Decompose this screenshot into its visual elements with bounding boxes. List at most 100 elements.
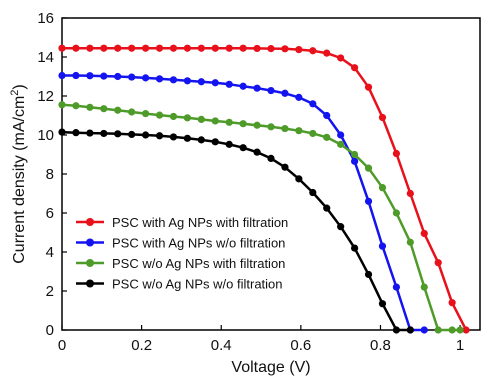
data-point bbox=[281, 89, 289, 97]
data-point bbox=[155, 111, 164, 119]
data-point bbox=[239, 144, 247, 152]
data-point bbox=[351, 64, 359, 72]
data-point bbox=[295, 127, 303, 135]
data-point bbox=[169, 112, 178, 121]
data-point bbox=[295, 93, 303, 101]
data-point bbox=[100, 44, 108, 52]
data-point bbox=[351, 150, 359, 159]
data-point bbox=[364, 164, 373, 172]
data-point bbox=[197, 44, 205, 52]
data-point bbox=[197, 136, 205, 144]
data-point bbox=[267, 86, 275, 95]
legend-item: PSC with Ag NPs w/o filtration bbox=[76, 236, 285, 251]
data-point bbox=[295, 45, 303, 54]
data-point bbox=[128, 108, 136, 116]
data-point bbox=[86, 44, 94, 52]
legend-item: PSC w/o Ag NPs w/o filtration bbox=[76, 277, 283, 292]
data-point bbox=[211, 44, 219, 52]
data-point bbox=[183, 134, 191, 142]
data-point bbox=[183, 77, 191, 85]
y-axis-title: Current density (mA/cm2) bbox=[9, 84, 28, 264]
data-point bbox=[267, 123, 275, 131]
x-tick-label: 0.2 bbox=[131, 337, 152, 354]
data-point bbox=[239, 44, 247, 52]
data-point bbox=[323, 204, 331, 212]
data-point bbox=[72, 71, 80, 80]
legend-swatch-marker bbox=[86, 238, 94, 247]
x-tick-label: 0.4 bbox=[211, 337, 232, 354]
data-point bbox=[295, 175, 303, 183]
legend-label: PSC w/o Ag NPs with filtration bbox=[112, 256, 285, 271]
data-point bbox=[155, 44, 164, 52]
y-tick-label: 6 bbox=[46, 205, 54, 222]
data-point bbox=[197, 115, 205, 123]
x-axis-title: Voltage (V) bbox=[231, 359, 310, 376]
data-point bbox=[309, 129, 317, 138]
legend-item: PSC with Ag NPs with filtration bbox=[76, 215, 288, 230]
data-point bbox=[58, 101, 66, 109]
data-point bbox=[392, 149, 400, 158]
data-point bbox=[114, 130, 122, 138]
data-point bbox=[462, 326, 470, 334]
data-point bbox=[72, 129, 80, 137]
data-point bbox=[406, 238, 414, 246]
data-point bbox=[58, 44, 66, 52]
y-axis-title-main: Current density (mA/cm bbox=[11, 96, 28, 264]
series-2 bbox=[58, 101, 464, 334]
y-tick-label: 14 bbox=[37, 49, 54, 66]
plot-frame bbox=[61, 17, 481, 331]
data-point bbox=[239, 120, 247, 128]
data-point bbox=[281, 163, 289, 171]
data-point bbox=[142, 44, 150, 52]
data-point bbox=[128, 44, 136, 52]
data-point bbox=[253, 84, 261, 92]
data-point bbox=[253, 148, 261, 156]
data-point bbox=[406, 189, 414, 198]
y-axis-title-tail: ) bbox=[11, 84, 28, 89]
data-point bbox=[211, 117, 219, 125]
x-tick-label: 1 bbox=[456, 337, 464, 354]
data-point bbox=[169, 133, 178, 141]
data-point bbox=[337, 223, 345, 231]
data-point bbox=[128, 73, 136, 81]
data-point bbox=[253, 44, 261, 53]
x-tick-label: 0.6 bbox=[290, 337, 311, 354]
y-axis-title-sup: 2 bbox=[9, 90, 21, 96]
data-point bbox=[420, 326, 428, 334]
data-point bbox=[337, 140, 345, 148]
series-3 bbox=[58, 128, 414, 334]
data-point bbox=[142, 131, 150, 139]
data-point bbox=[169, 44, 178, 52]
data-point bbox=[392, 209, 400, 217]
data-point bbox=[142, 74, 150, 82]
data-point bbox=[364, 197, 373, 205]
data-point bbox=[309, 100, 317, 108]
x-tick-label: 0 bbox=[58, 337, 66, 354]
data-point bbox=[267, 45, 275, 53]
data-point bbox=[448, 326, 456, 334]
data-point bbox=[183, 114, 191, 122]
data-point bbox=[420, 283, 428, 291]
data-point bbox=[100, 72, 108, 80]
data-point bbox=[448, 299, 456, 307]
data-point bbox=[456, 326, 464, 334]
legend-swatch-marker bbox=[86, 279, 94, 288]
data-point bbox=[434, 259, 442, 267]
data-point bbox=[378, 113, 387, 122]
data-point bbox=[364, 83, 373, 91]
data-point bbox=[406, 326, 414, 334]
y-tick-label: 2 bbox=[46, 283, 54, 300]
data-point bbox=[211, 138, 219, 146]
data-point bbox=[309, 47, 317, 55]
series-layer bbox=[58, 44, 470, 334]
y-tick-label: 8 bbox=[46, 166, 54, 183]
data-point bbox=[364, 270, 373, 279]
data-point bbox=[434, 326, 442, 334]
data-point bbox=[86, 72, 94, 80]
legend-label: PSC w/o Ag NPs w/o filtration bbox=[112, 277, 283, 292]
data-point bbox=[128, 130, 136, 139]
data-point bbox=[378, 184, 387, 192]
y-tick-label: 10 bbox=[37, 127, 54, 144]
